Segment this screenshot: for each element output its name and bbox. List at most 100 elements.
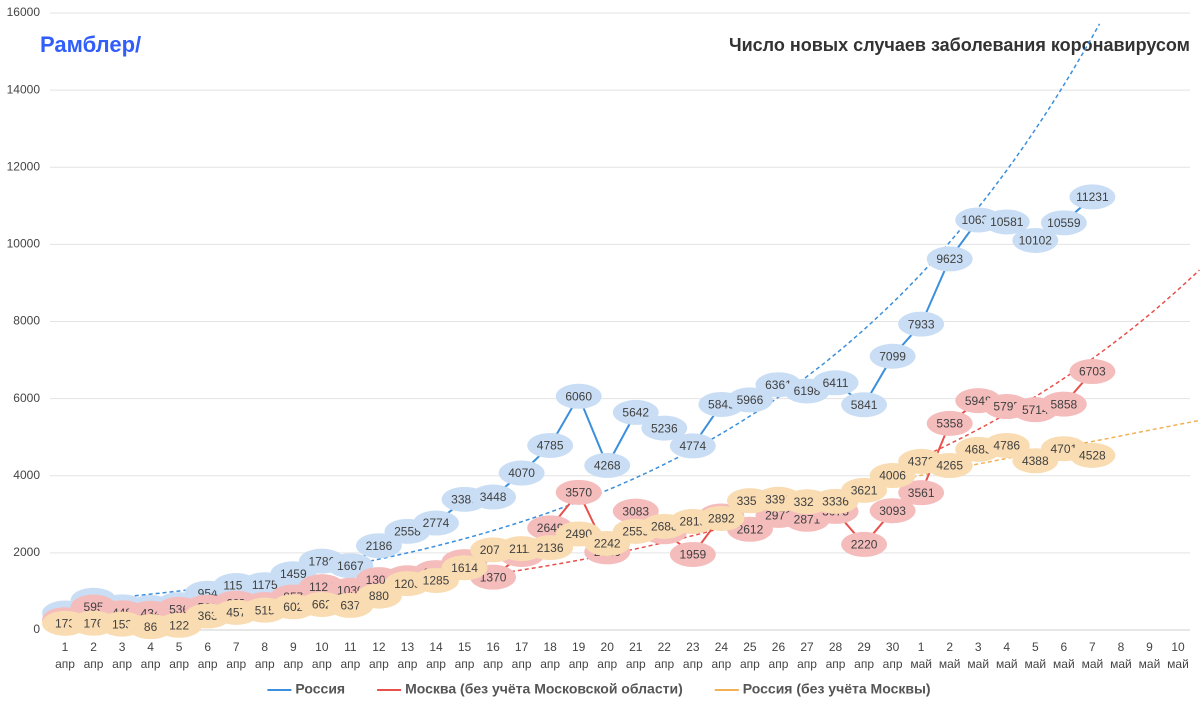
data-label: 10581: [990, 215, 1024, 229]
x-tick-label-part: апр: [797, 657, 817, 671]
x-tick-label-part: апр: [312, 657, 332, 671]
y-tick-label: 10000: [7, 237, 41, 251]
x-tick-label-part: май: [1053, 657, 1075, 671]
legend-label: Россия: [295, 681, 345, 697]
data-label: 7099: [879, 349, 906, 363]
y-tick-label: 16000: [7, 5, 41, 19]
x-tick-label: 26 апр: [769, 640, 789, 671]
x-tick-label-part: 16: [486, 640, 500, 654]
y-tick-label: 4000: [13, 468, 40, 482]
x-tick-label-part: 5: [1032, 640, 1039, 654]
data-label: 3621: [851, 484, 878, 498]
data-label: 4268: [594, 459, 621, 473]
x-tick-label-part: 24: [715, 640, 729, 654]
x-tick-label-part: апр: [711, 657, 731, 671]
data-label: 5642: [622, 406, 649, 420]
x-tick-label: 28 апр: [826, 640, 846, 671]
data-label: 5358: [936, 417, 963, 431]
x-tick-label-part: 7: [1089, 640, 1096, 654]
data-label: 3561: [908, 486, 935, 500]
data-label: 2242: [594, 537, 621, 551]
x-tick-label: 5 май: [1024, 640, 1046, 671]
data-label: 536: [169, 603, 189, 617]
x-tick-label: 16 апр: [483, 640, 503, 671]
data-label-bubble: [441, 555, 488, 581]
data-label-bubble: [669, 541, 716, 567]
data-label: 4265: [936, 459, 963, 473]
x-tick-label-part: апр: [112, 657, 132, 671]
data-label: 4070: [508, 466, 535, 480]
data-label-bubble: [1069, 184, 1116, 210]
x-tick-label: 24 апр: [711, 640, 731, 671]
x-tick-label-part: май: [1110, 657, 1132, 671]
x-tick-label-part: апр: [683, 657, 703, 671]
x-tick-label-part: 1: [918, 640, 925, 654]
data-label: 86: [144, 620, 158, 634]
x-tick-label-part: 17: [515, 640, 529, 654]
x-tick-label-part: 22: [658, 640, 672, 654]
x-tick-label-part: апр: [826, 657, 846, 671]
x-tick-label-part: 4: [1003, 640, 1010, 654]
x-tick-label-part: 1: [62, 640, 69, 654]
data-label: 6411: [823, 376, 849, 390]
x-tick-label-part: 2: [90, 640, 97, 654]
x-tick-label-part: апр: [169, 657, 189, 671]
data-label: 6198: [794, 384, 821, 398]
x-tick-label-part: 23: [686, 640, 700, 654]
data-label: 4774: [679, 439, 706, 453]
data-label: 4006: [879, 469, 906, 483]
data-label: 3083: [622, 504, 649, 518]
x-tick-label-part: 8: [1118, 640, 1125, 654]
data-label: 173: [55, 617, 75, 631]
x-tick-label: 30 апр: [883, 640, 903, 671]
data-label-bubble: [898, 480, 945, 506]
data-label-bubble: [841, 392, 888, 418]
y-tick-label: 2000: [13, 545, 40, 559]
data-label: 1370: [480, 570, 507, 584]
data-label-bubble: [612, 498, 659, 524]
data-label-bubble: [841, 477, 888, 503]
x-tick-label: 10 май: [1167, 640, 1189, 671]
x-tick-label: 7 апр: [226, 640, 246, 671]
data-label: 2558: [394, 525, 421, 539]
x-tick-label-part: апр: [255, 657, 275, 671]
y-tick-label: 0: [33, 622, 40, 636]
x-tick-label: 20 апр: [597, 640, 617, 671]
data-label: 4785: [537, 439, 564, 453]
data-label-bubble: [926, 410, 973, 436]
data-label-bubble: [1069, 442, 1116, 468]
data-label-bubble: [812, 370, 859, 396]
x-tick-label: 4 май: [996, 640, 1018, 671]
data-label-bubble: [869, 343, 916, 369]
x-tick-label: 9 май: [1139, 640, 1161, 671]
x-tick-label-part: май: [1082, 657, 1104, 671]
x-tick-label-part: 5: [176, 640, 183, 654]
data-label-bubble: [1012, 227, 1059, 253]
y-tick-label: 12000: [7, 159, 41, 173]
x-tick-label-part: апр: [769, 657, 789, 671]
data-label: 3570: [565, 486, 592, 500]
x-tick-label-part: апр: [226, 657, 246, 671]
x-tick-label: 6 апр: [198, 640, 218, 671]
x-tick-label-part: апр: [597, 657, 617, 671]
x-tick-label-part: 30: [886, 640, 900, 654]
x-tick-label: 10 апр: [312, 640, 332, 671]
data-label-bubble: [669, 433, 716, 459]
data-label-bubble: [926, 246, 973, 272]
data-label: 2774: [423, 516, 450, 530]
data-label: 2220: [851, 538, 878, 552]
x-tick-label-part: май: [910, 657, 932, 671]
data-label-bubble: [413, 510, 459, 536]
data-label: 662: [312, 598, 332, 612]
chart-title: Число новых случаев заболевания коронави…: [729, 35, 1190, 55]
data-label: 9623: [936, 252, 963, 266]
data-label-bubble: [726, 387, 773, 413]
data-label: 176: [84, 616, 104, 630]
x-tick-label-part: апр: [854, 657, 874, 671]
x-tick-label-part: 18: [543, 640, 557, 654]
x-tick-label: 9 апр: [283, 640, 303, 671]
x-tick-label: 7 май: [1082, 640, 1104, 671]
data-label-bubble: [841, 531, 888, 557]
data-label: 1175: [252, 578, 278, 592]
